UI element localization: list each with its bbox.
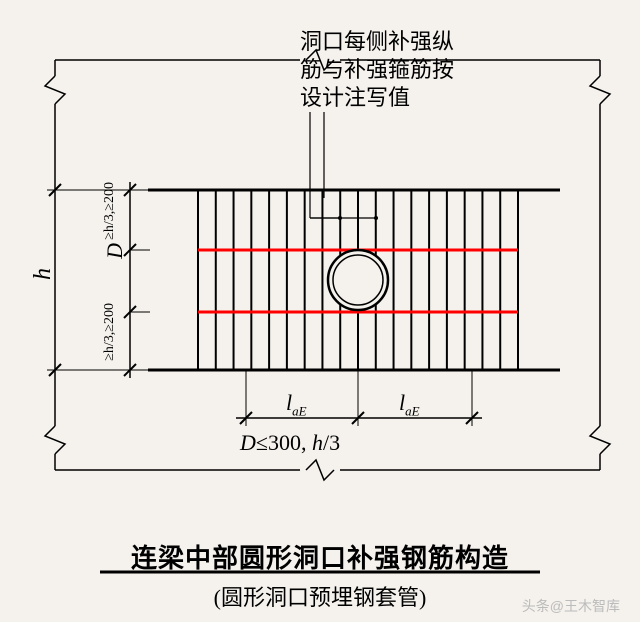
bottom-dimension [236, 370, 482, 426]
note-line: 洞口每侧补强纵 [300, 28, 454, 56]
diagram-title: 连梁中部圆形洞口补强钢筋构造 [0, 538, 640, 575]
bottom-constraint-label: D≤300, h/3 [240, 430, 340, 456]
annotation-note: 洞口每侧补强纵筋与补强箍筋按设计注写值 [300, 28, 454, 112]
note-line: 筋与补强箍筋按 [300, 56, 454, 84]
h-label: h [30, 268, 57, 280]
note-line: 设计注写值 [300, 84, 454, 112]
dim-segment-label: ≥h/3,≥200 [102, 303, 118, 361]
opening-circle [328, 250, 388, 310]
dim-segment-label: D [102, 243, 128, 259]
watermark: 头条@王木智库 [522, 596, 620, 616]
left-inner-dimension [124, 182, 150, 378]
note-leader [310, 112, 378, 220]
lae-label: laE [286, 390, 307, 419]
lae-label: laE [399, 390, 420, 419]
dim-segment-label: ≥h/3,≥200 [102, 182, 118, 240]
